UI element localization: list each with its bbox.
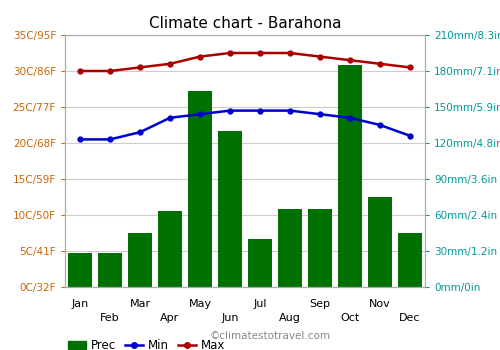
Bar [218,131,242,287]
Text: Nov: Nov [369,299,391,309]
Text: Jul: Jul [253,299,266,309]
Bar [248,239,272,287]
Text: May: May [188,299,212,309]
Text: Dec: Dec [400,313,421,323]
Text: Jan: Jan [72,299,88,309]
Title: Climate chart - Barahona: Climate chart - Barahona [149,16,341,31]
Text: ©climatestotravel.com: ©climatestotravel.com [210,331,331,341]
Legend: Prec, Min, Max: Prec, Min, Max [64,334,230,350]
Bar [368,197,392,287]
Bar [308,209,332,287]
Bar [128,233,152,287]
Text: Jun: Jun [221,313,239,323]
Text: Mar: Mar [130,299,150,309]
Text: Feb: Feb [100,313,120,323]
Bar [68,253,92,287]
Text: Sep: Sep [310,299,330,309]
Bar [338,65,362,287]
Bar [98,253,122,287]
Text: Oct: Oct [340,313,359,323]
Text: Apr: Apr [160,313,180,323]
Bar [188,91,212,287]
Bar [278,209,302,287]
Bar [158,211,182,287]
Bar [398,233,422,287]
Text: Aug: Aug [279,313,301,323]
